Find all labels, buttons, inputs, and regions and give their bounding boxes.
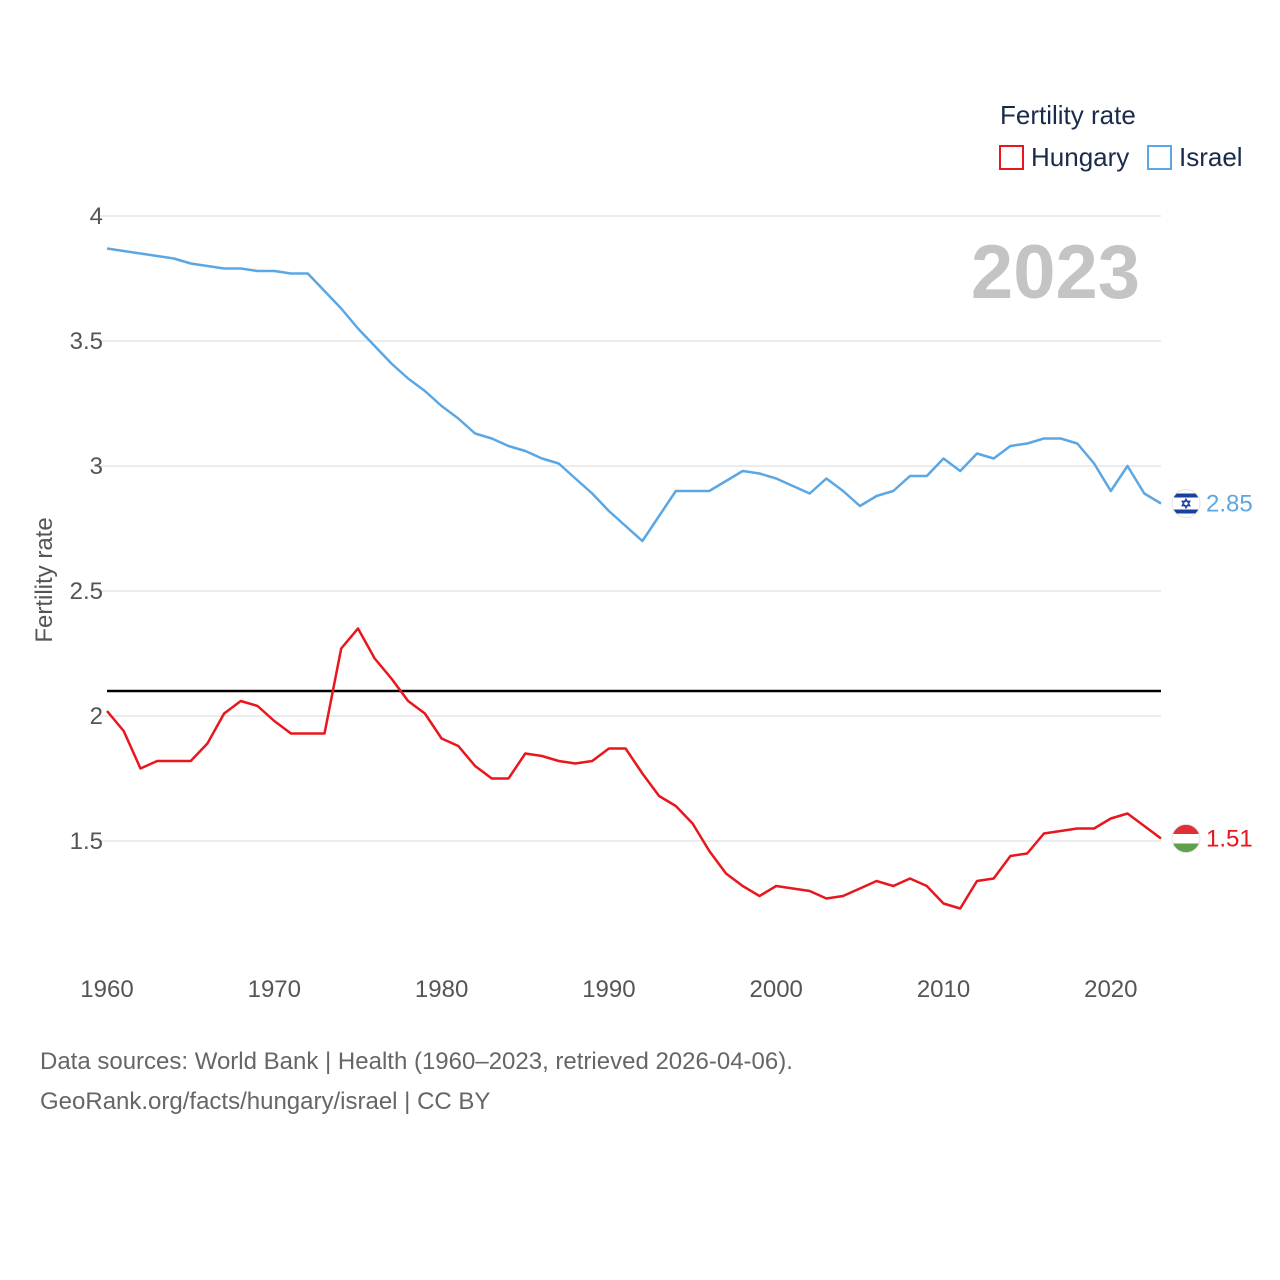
series-lines xyxy=(106,247,1162,910)
x-tick-label: 2000 xyxy=(750,976,803,1003)
legend-swatch xyxy=(999,145,1024,170)
x-tick-label: 1990 xyxy=(582,976,635,1003)
x-tick-label: 1960 xyxy=(80,976,133,1003)
y-tick-label: 1.5 xyxy=(70,828,103,855)
y-tick-label: 3.5 xyxy=(70,328,103,355)
legend: Hungary Israel xyxy=(999,142,1243,172)
legend-swatch xyxy=(1147,145,1172,170)
source-line-1: Data sources: World Bank | Health (1960–… xyxy=(40,1048,793,1075)
source-note: Data sources: World Bank | Health (1960–… xyxy=(40,1042,793,1122)
hungary-flag-icon xyxy=(1171,824,1201,853)
grid xyxy=(99,215,1161,842)
y-tick-label: 3 xyxy=(90,453,103,480)
end-labels: 1.51 2.85 xyxy=(1171,489,1253,853)
y-axis-ticks: 1.5 2 2.5 3 3.5 4 xyxy=(70,203,103,855)
x-tick-label: 2020 xyxy=(1084,976,1137,1003)
y-tick-label: 2.5 xyxy=(70,578,103,605)
israel-end-value: 2.85 xyxy=(1206,491,1253,518)
legend-title: Fertility rate xyxy=(1000,100,1136,130)
year-label: 2023 xyxy=(971,230,1140,315)
hungary-series-line xyxy=(106,627,1162,910)
x-axis-ticks: 1960 1970 1980 1990 2000 2010 2020 xyxy=(80,976,1137,1003)
source-line-2[interactable]: GeoRank.org/facts/hungary/israel | CC BY xyxy=(40,1088,491,1115)
y-tick-label: 4 xyxy=(90,203,103,230)
legend-item-hungary[interactable]: Hungary xyxy=(999,142,1129,172)
y-tick-label: 2 xyxy=(90,703,103,730)
legend-label: Israel xyxy=(1179,142,1243,172)
legend-item-israel[interactable]: Israel xyxy=(1147,142,1243,172)
hungary-end-value: 1.51 xyxy=(1206,826,1253,853)
y-axis-label: Fertility rate xyxy=(31,517,58,642)
israel-flag-icon xyxy=(1171,489,1201,518)
x-tick-label: 1970 xyxy=(248,976,301,1003)
x-tick-label: 2010 xyxy=(917,976,970,1003)
x-tick-label: 1980 xyxy=(415,976,468,1003)
legend-label: Hungary xyxy=(1031,142,1129,172)
israel-series-line xyxy=(106,247,1162,543)
line-chart: 1.5 2 2.5 3 3.5 4 1960 1970 1980 1990 2000 2010 202… xyxy=(31,100,1253,1003)
